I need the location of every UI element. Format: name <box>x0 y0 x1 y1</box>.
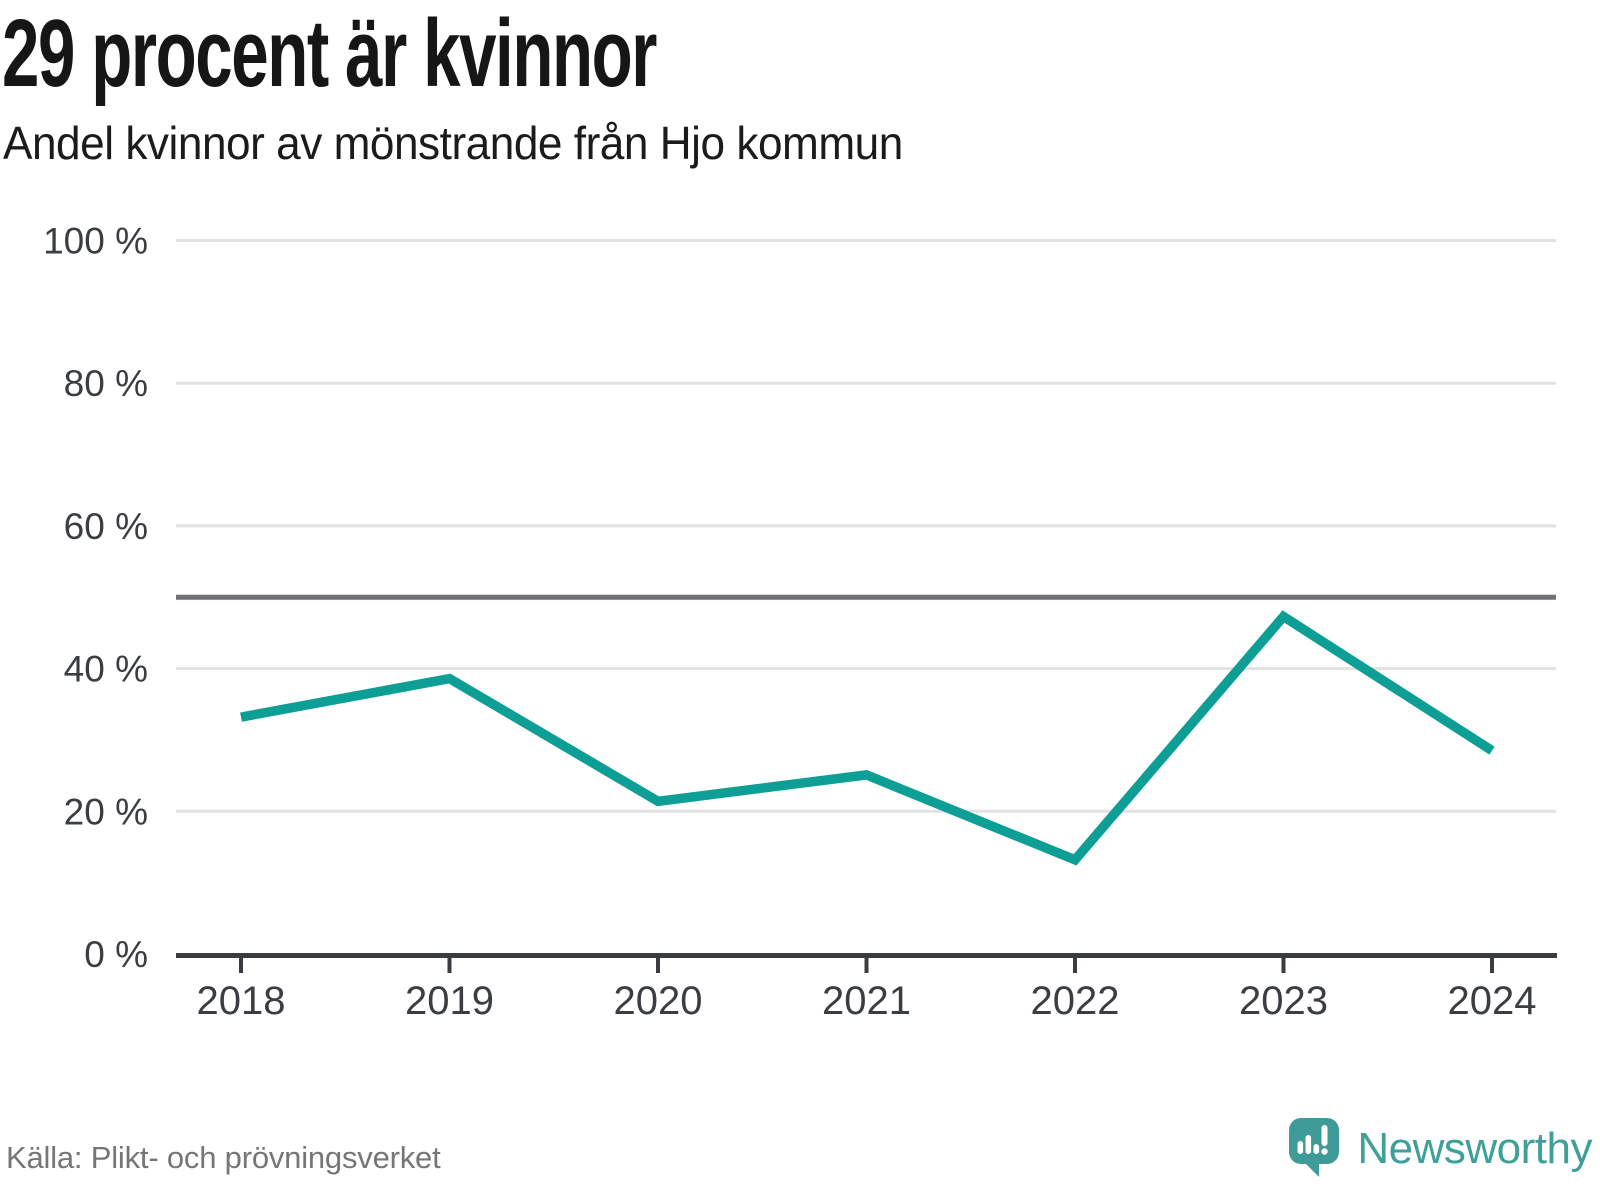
x-tick-label: 2019 <box>405 979 494 1023</box>
source-note: Källa: Plikt- och prövningsverket <box>6 1140 441 1175</box>
x-tick-label: 2023 <box>1239 979 1328 1023</box>
x-tick-label: 2021 <box>822 979 911 1023</box>
x-tick-label: 2022 <box>1031 979 1120 1023</box>
newsworthy-speech-bubble-bar-chart-icon <box>1289 1118 1340 1177</box>
line-chart: 2018 2019 2020 2021 2022 2023 2024 0 % 20 % 40 % 6… <box>43 221 1557 1023</box>
newsworthy-logo: Newsworthy <box>1289 1118 1592 1180</box>
y-tick-label: 80 % <box>64 363 148 404</box>
chart-subtitle: Andel kvinnor av mönstrande från Hjo kom… <box>3 117 903 169</box>
y-tick-label: 0 % <box>84 934 148 975</box>
data-line-andel-kvinnor <box>240 610 1495 866</box>
y-tick-label: 100 % <box>43 221 148 262</box>
y-tick-label: 20 % <box>64 791 148 832</box>
chart-title: 29 procent är kvinnor <box>2 0 657 107</box>
x-tick-label: 2024 <box>1448 979 1537 1023</box>
brand-name: Newsworthy <box>1357 1124 1592 1173</box>
x-tick-label: 2018 <box>197 979 286 1023</box>
y-tick-label: 40 % <box>64 649 148 690</box>
y-tick-label: 60 % <box>64 506 148 547</box>
x-tick-label: 2020 <box>614 979 703 1023</box>
